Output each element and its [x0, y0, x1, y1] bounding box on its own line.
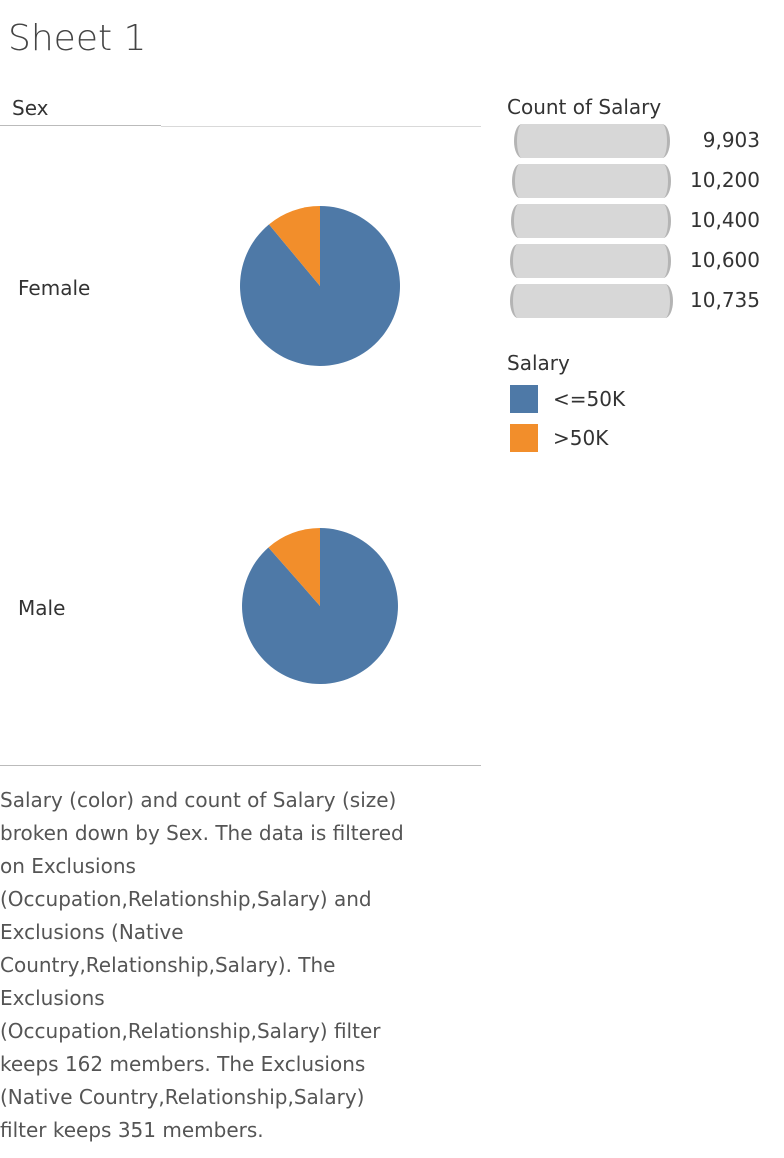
color-swatch-gt50k	[510, 424, 538, 452]
caption-line: (Occupation,Relationship,Salary) filter	[0, 1019, 381, 1043]
caption-line: Salary (color) and count of Salary (size…	[0, 788, 397, 812]
size-legend-item[interactable]: 9,903	[510, 122, 760, 160]
size-legend-value: 10,200	[690, 168, 760, 192]
pane-top-divider	[161, 126, 481, 127]
size-legend-shape	[514, 124, 670, 158]
size-legend-value: 10,400	[690, 208, 760, 232]
caption-line: Country,Relationship,Salary). The	[0, 953, 336, 977]
caption-line: Exclusions	[0, 986, 105, 1010]
size-legend-item[interactable]: 10,200	[510, 162, 760, 200]
color-legend-title: Salary	[507, 351, 570, 375]
size-legend-item[interactable]: 10,735	[510, 282, 760, 320]
row-label-female: Female	[18, 276, 91, 300]
size-legend-item[interactable]: 10,400	[510, 202, 760, 240]
caption-line: on Exclusions	[0, 854, 136, 878]
size-legend-shape	[511, 204, 671, 238]
caption-line: broken down by Sex. The data is filtered	[0, 821, 404, 845]
size-legend-value: 9,903	[702, 128, 760, 152]
row-header-divider	[0, 125, 161, 126]
caption-line: (Native Country,Relationship,Salary)	[0, 1085, 365, 1109]
caption-line: filter keeps 351 members.	[0, 1118, 264, 1142]
sheet-title: Sheet 1	[8, 18, 147, 59]
sheet-caption: Salary (color) and count of Salary (size…	[0, 784, 480, 1147]
pane-bottom-divider	[0, 765, 481, 766]
size-legend-title: Count of Salary	[507, 95, 662, 119]
pie-chart-area[interactable]	[0, 126, 481, 765]
size-legend-shape	[510, 284, 673, 318]
caption-line: keeps 162 members. The Exclusions	[0, 1052, 366, 1076]
size-legend-value: 10,600	[690, 248, 760, 272]
color-legend-label: <=50K	[553, 387, 626, 411]
size-legend-shape	[510, 244, 671, 278]
caption-line: Exclusions (Native	[0, 920, 184, 944]
color-legend-label: >50K	[553, 426, 609, 450]
pie-slice[interactable]	[242, 528, 398, 684]
color-swatch-le50k	[510, 385, 538, 413]
size-legend-item[interactable]: 10,600	[510, 242, 760, 280]
caption-line: (Occupation,Relationship,Salary) and	[0, 887, 372, 911]
row-label-male: Male	[18, 596, 66, 620]
pie-slice[interactable]	[268, 528, 320, 606]
size-legend-value: 10,735	[690, 288, 760, 312]
pie-slice[interactable]	[269, 206, 320, 286]
size-legend-shape	[512, 164, 671, 198]
pie-male[interactable]	[242, 528, 398, 684]
pie-female[interactable]	[239, 206, 400, 366]
row-header-sex[interactable]: Sex	[12, 96, 49, 120]
